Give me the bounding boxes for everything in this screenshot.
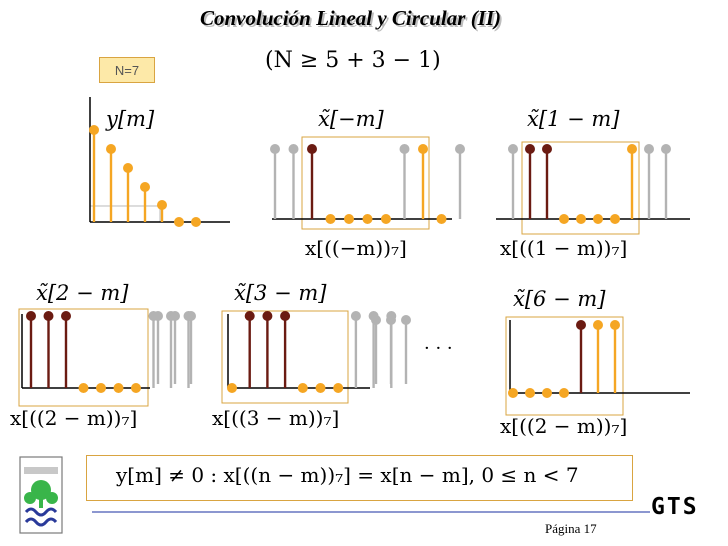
bottom-label-1: x[((−m))₇]	[305, 236, 407, 260]
stem-marker-5-0	[508, 388, 518, 398]
stem-marker-1-4	[344, 214, 354, 224]
stem-marker-5-3	[559, 388, 569, 398]
stem-marker-3-5	[113, 383, 124, 393]
stem-marker-0-4	[157, 200, 167, 210]
highlight-box-2	[521, 141, 640, 235]
extra-gray-marker-3-0	[153, 311, 163, 321]
stem-marker-1-1	[288, 144, 299, 154]
stem-marker-2-0	[508, 144, 518, 154]
stem-marker-0-2	[123, 163, 133, 173]
stem-marker-3-0	[26, 311, 36, 321]
stem-marker-0-6	[191, 217, 201, 227]
bottom-label-2: x[((1 − m))₇]	[500, 236, 628, 260]
stem-marker-3-6	[131, 383, 141, 393]
stem-marker-1-7	[399, 144, 410, 154]
stem-marker-1-3	[325, 214, 336, 224]
stem-marker-1-0	[270, 144, 280, 154]
gts-logo: GTS	[651, 494, 699, 520]
stem-marker-3-3	[78, 383, 89, 393]
stem-marker-2-8	[644, 144, 654, 154]
n-value-box: N=7	[99, 57, 155, 83]
footer-equation: y[m] ≠ 0 : x[((n − m))₇] = x[n − m], 0 ≤…	[116, 463, 579, 487]
stem-marker-3-4	[96, 383, 106, 393]
extra-gray-marker-4-2	[401, 315, 411, 325]
stem-marker-5-2	[542, 388, 552, 398]
stem-marker-2-2	[542, 144, 552, 154]
stem-marker-1-5	[362, 214, 373, 224]
stem-marker-2-1	[525, 144, 535, 154]
highlight-box-5	[505, 316, 624, 416]
stem-marker-1-6	[381, 214, 391, 224]
stem-marker-4-6	[333, 383, 344, 393]
label-x-1-m: x̃[1 − m]	[527, 107, 620, 131]
stem-marker-0-1	[106, 144, 116, 154]
stem-marker-2-4	[576, 214, 586, 224]
stem-marker-4-3	[280, 311, 291, 321]
stem-marker-3-2	[61, 311, 71, 321]
stem-marker-4-5	[315, 383, 326, 393]
stem-marker-5-4	[576, 320, 586, 330]
footer-equation-box	[86, 455, 633, 501]
page-number: Página 17	[545, 521, 597, 536]
label-x-2-m: x̃[2 − m]	[36, 281, 129, 305]
extra-gray-marker-3-1	[170, 311, 180, 321]
length-condition: (N ≥ 5 + 3 − 1)	[265, 48, 441, 73]
stem-marker-4-4	[297, 383, 308, 393]
stem-marker-1-10	[455, 144, 465, 154]
stem-marker-2-9	[661, 144, 671, 154]
stem-marker-5-6	[610, 320, 620, 330]
slide-title: Convolución Lineal y Circular (II)	[200, 6, 502, 30]
bottom-label-4: x[((3 − m))₇]	[212, 406, 340, 430]
extra-gray-marker-3-2	[186, 311, 196, 321]
extra-gray-marker-4-0	[371, 315, 381, 325]
ellipsis: · · ·	[424, 338, 453, 359]
stem-marker-5-1	[525, 388, 535, 398]
stem-marker-2-6	[610, 214, 620, 224]
highlight-box-1	[301, 136, 430, 230]
highlight-box-3	[18, 308, 149, 407]
extra-gray-marker-4-1	[386, 315, 396, 325]
stem-marker-0-0	[89, 125, 99, 135]
stem-marker-1-8	[418, 144, 428, 154]
stem-marker-4-1	[244, 311, 255, 321]
label-x-neg-m: x̃[−m]	[318, 107, 384, 131]
bottom-label-5: x[((2 − m))₇]	[500, 414, 628, 438]
stem-marker-1-9	[436, 214, 447, 224]
highlight-box-4	[221, 310, 349, 404]
stem-marker-5-5	[593, 320, 603, 330]
label-y: y[m]	[106, 107, 155, 131]
stem-marker-2-7	[627, 144, 637, 154]
stem-marker-4-7	[350, 311, 361, 321]
reference-box-0	[89, 205, 161, 223]
stem-marker-0-3	[140, 182, 150, 192]
label-x-3-m: x̃[3 − m]	[234, 281, 327, 305]
stem-marker-2-3	[559, 214, 569, 224]
stem-marker-4-0	[227, 383, 237, 393]
stem-marker-3-1	[43, 311, 54, 321]
stem-marker-1-2	[307, 144, 317, 154]
bottom-label-3: x[((2 − m))₇]	[10, 406, 138, 430]
stem-marker-0-5	[174, 217, 184, 227]
label-x-6-m: x̃[6 − m]	[513, 287, 606, 311]
stem-marker-4-2	[262, 311, 273, 321]
stem-marker-2-5	[593, 214, 603, 224]
